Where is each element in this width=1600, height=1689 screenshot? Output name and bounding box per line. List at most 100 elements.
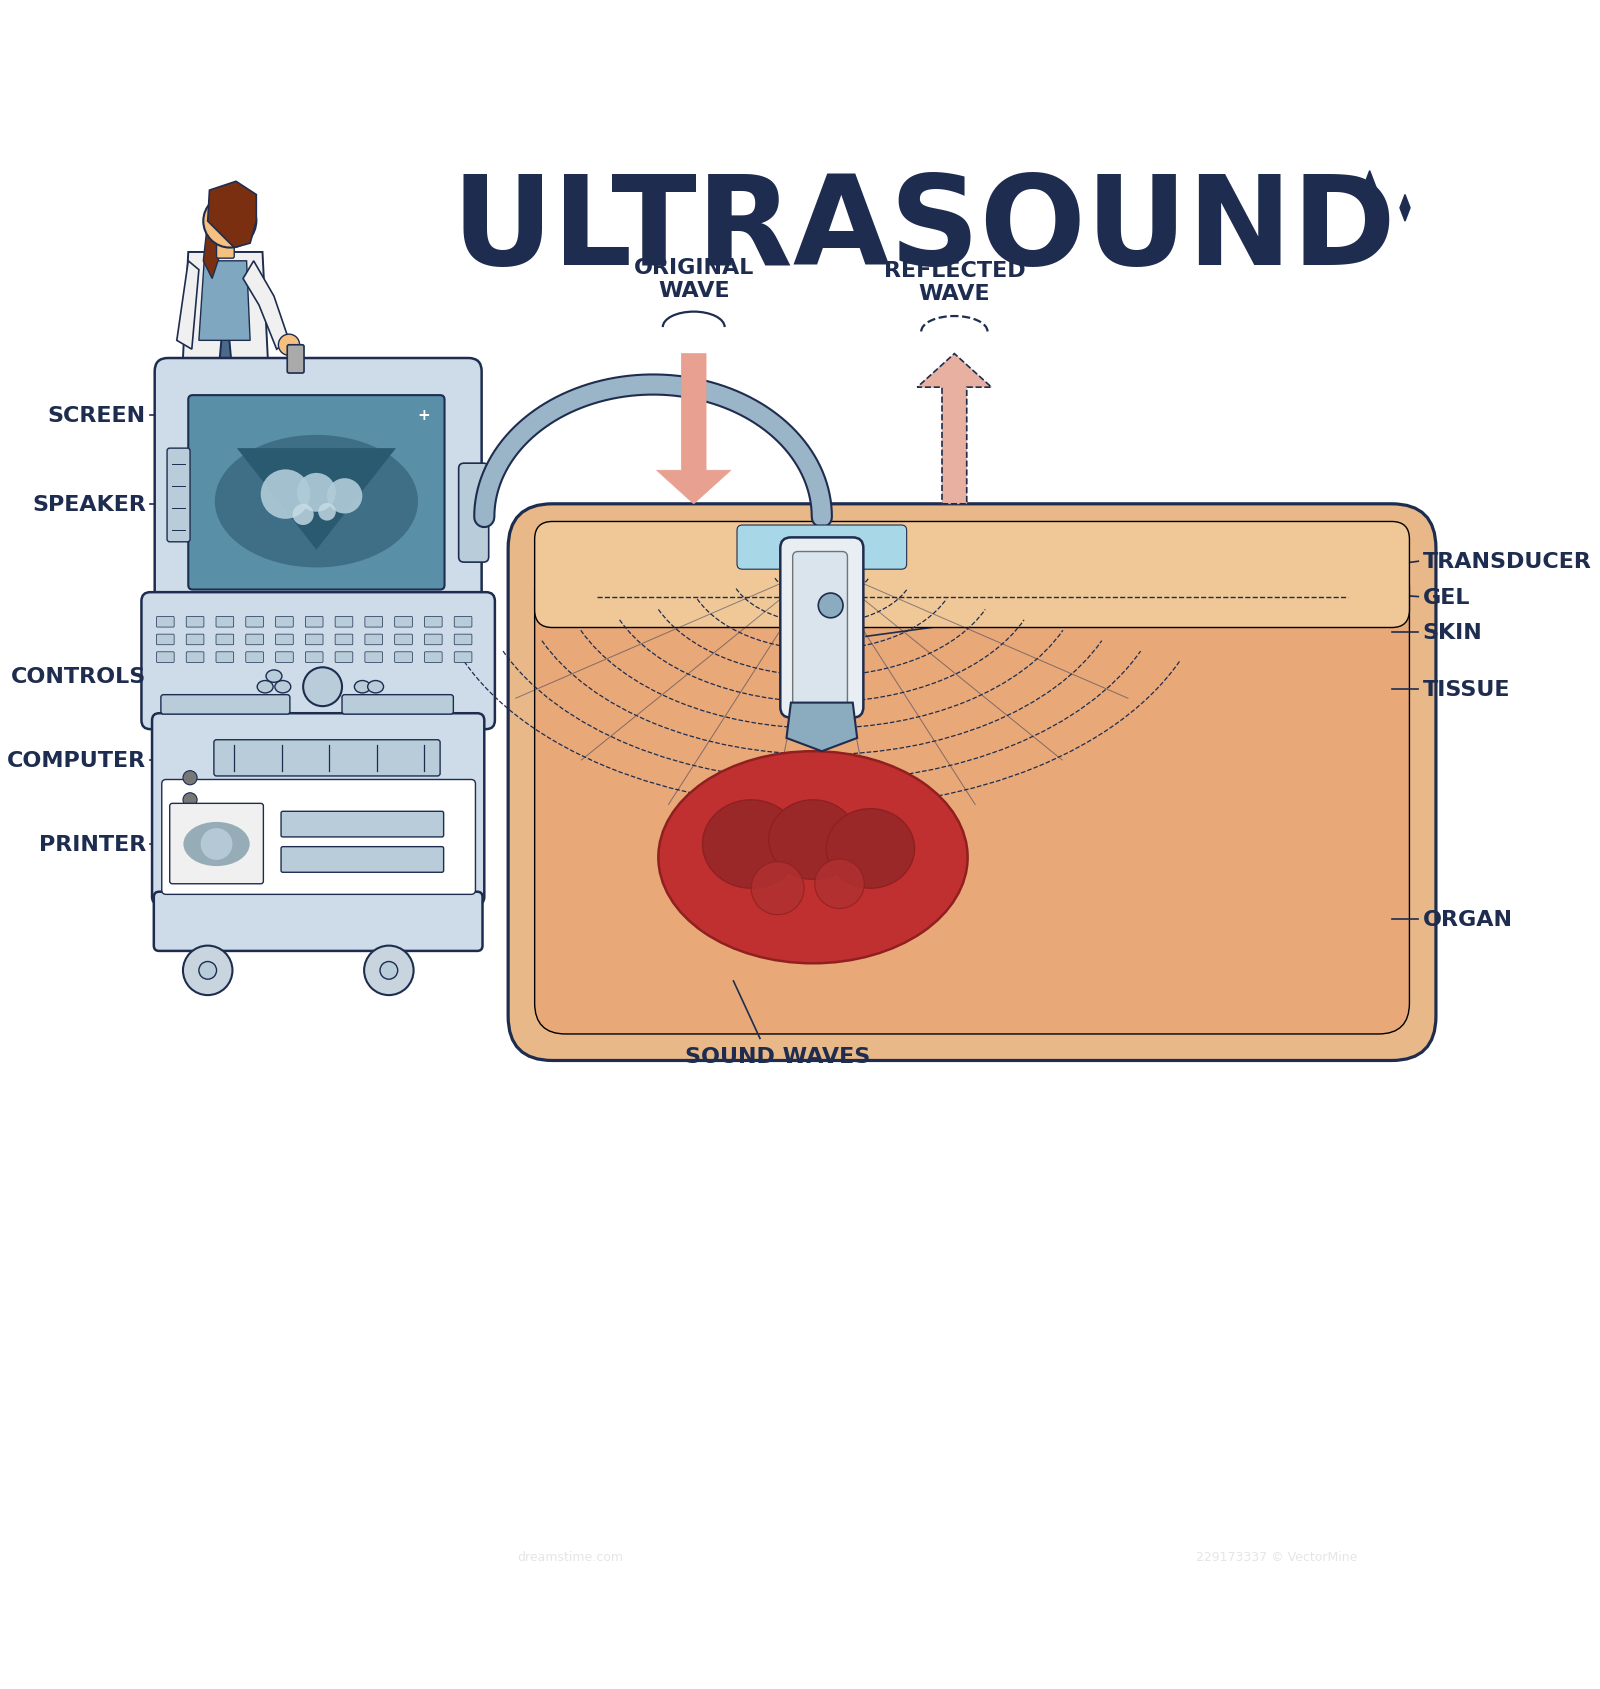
Text: 229173337 © VectorMine: 229173337 © VectorMine <box>1197 1551 1357 1562</box>
FancyBboxPatch shape <box>534 557 1410 1034</box>
FancyBboxPatch shape <box>509 505 1435 1061</box>
Circle shape <box>200 829 232 860</box>
Circle shape <box>318 503 336 522</box>
FancyBboxPatch shape <box>288 346 304 373</box>
FancyBboxPatch shape <box>334 652 354 664</box>
Circle shape <box>182 946 232 995</box>
FancyBboxPatch shape <box>454 616 472 628</box>
Circle shape <box>198 963 216 980</box>
FancyBboxPatch shape <box>157 616 174 628</box>
Polygon shape <box>198 262 250 341</box>
Circle shape <box>261 470 310 520</box>
Polygon shape <box>181 253 269 394</box>
Ellipse shape <box>192 426 221 437</box>
Polygon shape <box>656 355 731 505</box>
FancyBboxPatch shape <box>306 635 323 645</box>
FancyBboxPatch shape <box>282 812 443 838</box>
FancyBboxPatch shape <box>395 635 413 645</box>
Circle shape <box>278 334 299 356</box>
FancyBboxPatch shape <box>365 616 382 628</box>
Ellipse shape <box>354 681 370 694</box>
Text: ORIGINAL
WAVE: ORIGINAL WAVE <box>634 258 754 301</box>
Circle shape <box>182 772 197 785</box>
FancyBboxPatch shape <box>459 464 488 562</box>
Ellipse shape <box>266 671 282 682</box>
Polygon shape <box>1400 196 1410 221</box>
Circle shape <box>365 946 413 995</box>
FancyBboxPatch shape <box>170 804 264 885</box>
FancyBboxPatch shape <box>334 616 354 628</box>
Polygon shape <box>787 703 858 752</box>
Text: +: + <box>418 407 430 422</box>
Circle shape <box>814 860 864 909</box>
FancyBboxPatch shape <box>166 449 190 542</box>
FancyBboxPatch shape <box>214 740 440 777</box>
FancyBboxPatch shape <box>282 848 443 873</box>
FancyBboxPatch shape <box>162 696 290 714</box>
FancyBboxPatch shape <box>424 616 442 628</box>
FancyBboxPatch shape <box>154 892 483 951</box>
Text: ULTRASOUND: ULTRASOUND <box>451 171 1395 291</box>
Polygon shape <box>243 262 290 350</box>
FancyBboxPatch shape <box>781 539 864 718</box>
Text: TRANSDUCER: TRANSDUCER <box>1422 552 1592 573</box>
FancyBboxPatch shape <box>454 635 472 645</box>
FancyBboxPatch shape <box>141 593 494 730</box>
Text: GEL: GEL <box>1422 588 1470 608</box>
Circle shape <box>302 667 342 706</box>
FancyBboxPatch shape <box>738 525 907 569</box>
Circle shape <box>182 794 197 807</box>
Text: REFLECTED
WAVE: REFLECTED WAVE <box>883 260 1026 304</box>
Text: SKIN: SKIN <box>1422 623 1483 642</box>
Ellipse shape <box>770 801 858 880</box>
FancyBboxPatch shape <box>152 714 485 905</box>
FancyBboxPatch shape <box>186 635 203 645</box>
Text: SCREEN: SCREEN <box>48 405 146 426</box>
Text: PRINTER: PRINTER <box>38 834 146 855</box>
FancyBboxPatch shape <box>157 652 174 664</box>
FancyBboxPatch shape <box>246 616 264 628</box>
FancyBboxPatch shape <box>186 616 203 628</box>
Polygon shape <box>176 262 198 350</box>
Text: TISSUE: TISSUE <box>1422 681 1510 699</box>
FancyBboxPatch shape <box>216 240 234 258</box>
Ellipse shape <box>702 801 800 888</box>
FancyBboxPatch shape <box>189 395 445 589</box>
Text: CONTROLS: CONTROLS <box>11 667 146 687</box>
Ellipse shape <box>368 681 384 694</box>
FancyBboxPatch shape <box>275 652 293 664</box>
Polygon shape <box>237 449 395 551</box>
FancyBboxPatch shape <box>395 616 413 628</box>
Circle shape <box>326 480 362 513</box>
Polygon shape <box>1362 172 1378 211</box>
FancyBboxPatch shape <box>162 780 475 895</box>
FancyBboxPatch shape <box>275 635 293 645</box>
Circle shape <box>818 595 843 618</box>
FancyBboxPatch shape <box>216 652 234 664</box>
Text: SOUND WAVES: SOUND WAVES <box>685 1047 870 1066</box>
FancyBboxPatch shape <box>792 552 848 708</box>
FancyBboxPatch shape <box>454 652 472 664</box>
FancyBboxPatch shape <box>246 652 264 664</box>
Ellipse shape <box>214 436 418 568</box>
Text: ORGAN: ORGAN <box>1422 910 1512 929</box>
FancyBboxPatch shape <box>342 696 453 714</box>
Circle shape <box>750 861 805 915</box>
Text: dreamstime.com: dreamstime.com <box>517 1551 622 1562</box>
FancyBboxPatch shape <box>186 652 203 664</box>
Ellipse shape <box>230 426 259 437</box>
Polygon shape <box>192 333 248 427</box>
Ellipse shape <box>826 809 915 888</box>
FancyBboxPatch shape <box>216 616 234 628</box>
FancyBboxPatch shape <box>424 635 442 645</box>
Polygon shape <box>208 182 256 248</box>
FancyBboxPatch shape <box>365 652 382 664</box>
FancyBboxPatch shape <box>395 652 413 664</box>
Text: COMPUTER: COMPUTER <box>6 750 146 770</box>
FancyBboxPatch shape <box>246 635 264 645</box>
Circle shape <box>381 963 398 980</box>
Text: SPEAKER: SPEAKER <box>32 495 146 515</box>
Polygon shape <box>203 221 226 279</box>
Polygon shape <box>917 355 992 505</box>
FancyBboxPatch shape <box>306 616 323 628</box>
